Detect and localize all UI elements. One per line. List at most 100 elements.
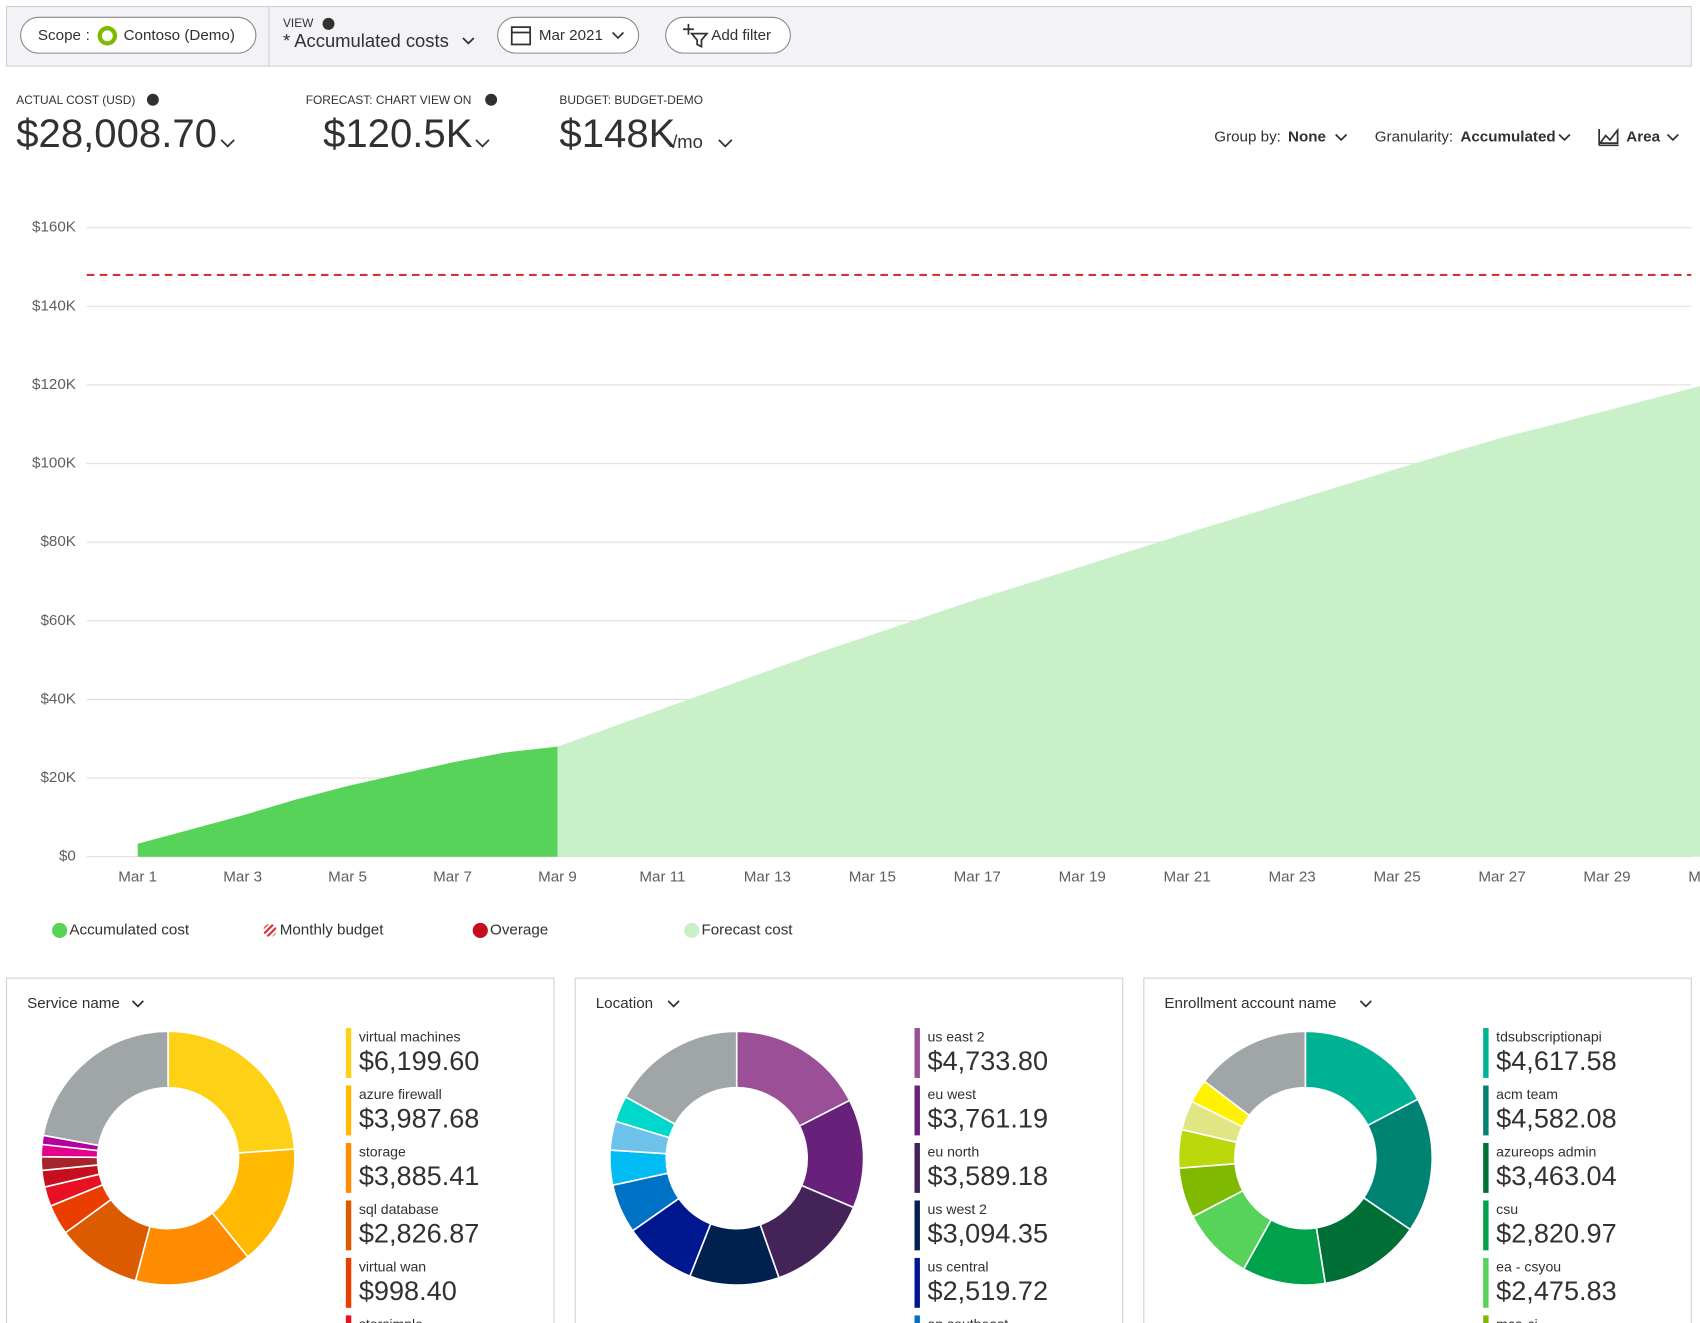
group-by-label: Group by: xyxy=(1214,129,1281,146)
item-value: $2,475.83 xyxy=(1496,1275,1617,1306)
legend-bar xyxy=(1483,1085,1489,1136)
group-by-value[interactable]: None xyxy=(1288,129,1326,146)
donut-slice xyxy=(42,1030,169,1147)
item-value: $3,589.18 xyxy=(928,1160,1049,1191)
item-name: azureops admin xyxy=(1496,1143,1596,1159)
x-tick-label: Mar 29 xyxy=(1583,868,1630,885)
chevron[interactable] xyxy=(1359,1000,1372,1008)
kpi-label: ACTUAL COST (USD) xyxy=(16,93,135,107)
legend-bar xyxy=(1483,1257,1489,1308)
item-name: eu west xyxy=(928,1086,977,1102)
legend-label: Monthly budget xyxy=(280,921,385,938)
item-value: $998.40 xyxy=(359,1275,457,1306)
item-value: $3,761.19 xyxy=(928,1102,1049,1133)
item-value: $2,519.72 xyxy=(928,1275,1049,1306)
chevron xyxy=(611,31,625,40)
item-name: ap southeast xyxy=(928,1316,1009,1323)
toolbar xyxy=(5,5,1692,67)
chart: $0 $20K $40K $60K $80K $100K $120K $140K $160K Ma… xyxy=(32,219,1700,939)
y-tick-label: $80K xyxy=(40,533,75,550)
item-name: acm team xyxy=(1496,1086,1558,1102)
scope-value: Contoso (Demo) xyxy=(124,27,235,44)
x-tick-label: Mar 11 xyxy=(639,868,685,885)
item-name: storsimple xyxy=(359,1316,423,1323)
legend-bar xyxy=(914,1142,920,1193)
donut-slice xyxy=(167,1030,296,1154)
scope-label: Scope xyxy=(38,27,81,44)
legend-bar xyxy=(914,1085,920,1136)
item-value: $2,820.97 xyxy=(1496,1217,1617,1248)
item-value: $2,826.87 xyxy=(359,1217,480,1248)
item-name: csu xyxy=(1496,1201,1518,1217)
x-tick-label: Mar 3 xyxy=(223,868,262,885)
chevron[interactable] xyxy=(475,139,490,148)
legend-swatch xyxy=(52,922,68,939)
granularity-value[interactable]: Accumulated xyxy=(1460,129,1555,146)
y-tick-label: $0 xyxy=(59,848,76,865)
legend-bar xyxy=(345,1315,352,1323)
item-name: tdsubscriptionapi xyxy=(1496,1029,1602,1045)
item-name: virtual wan xyxy=(359,1258,426,1274)
x-tick-label: Mar 9 xyxy=(538,868,577,885)
item-value: $6,199.60 xyxy=(359,1045,480,1076)
item-value: $3,094.35 xyxy=(928,1217,1049,1248)
chevron[interactable] xyxy=(667,1000,680,1008)
chevron xyxy=(1335,133,1348,142)
info-icon xyxy=(485,93,498,106)
y-tick-label: $140K xyxy=(32,297,76,314)
area xyxy=(557,386,1700,857)
x-tick-label: Mar 7 xyxy=(433,868,472,885)
y-tick-label: $40K xyxy=(40,690,75,707)
x-tick-label: Mar 27 xyxy=(1478,868,1525,885)
calendar-icon xyxy=(510,26,532,46)
scope-icon xyxy=(97,26,118,46)
y-tick-label: $60K xyxy=(40,612,75,629)
x-tick-label: Mar 25 xyxy=(1373,868,1420,885)
legend-bar xyxy=(345,1257,352,1308)
area-icon xyxy=(1598,127,1619,147)
legend-swatch xyxy=(684,922,700,939)
item-name: us west 2 xyxy=(928,1201,988,1217)
item-name: sql database xyxy=(359,1201,439,1217)
item-name: ea - csyou xyxy=(1496,1258,1561,1274)
chart-type[interactable]: Area xyxy=(1626,129,1660,146)
chevron xyxy=(1666,133,1679,142)
chevron[interactable] xyxy=(131,1000,144,1008)
view-value[interactable]: * Accumulated costs xyxy=(283,30,449,51)
legend-bar xyxy=(345,1142,352,1193)
legend-swatch xyxy=(472,922,488,939)
x-tick-label: Mar 19 xyxy=(1059,868,1106,885)
legend-bar xyxy=(1483,1200,1489,1251)
legend-bar xyxy=(1483,1028,1489,1078)
x-tick-label: Mar 1 xyxy=(118,868,157,885)
chevron[interactable] xyxy=(718,139,733,148)
info-icon xyxy=(322,17,335,30)
x-tick-label: Mar 5 xyxy=(328,868,367,885)
filter-icon xyxy=(683,23,709,49)
item-name: storage xyxy=(359,1143,406,1159)
kpi-value: $120.5K xyxy=(323,112,473,156)
legend-label: Overage xyxy=(490,921,548,938)
donut-slice xyxy=(1203,1030,1307,1117)
legend-bar xyxy=(914,1257,920,1308)
date-pill[interactable] xyxy=(497,16,640,54)
item-value: $3,463.04 xyxy=(1496,1160,1617,1191)
x-tick-label: Mar 17 xyxy=(954,868,1001,885)
chevron xyxy=(1558,133,1571,142)
date-value: Mar 2021 xyxy=(539,27,603,44)
item-value: $4,582.08 xyxy=(1496,1102,1617,1133)
legend-swatch xyxy=(263,923,277,937)
item-name: us east 2 xyxy=(928,1029,985,1045)
kpi-label: BUDGET: BUDGET-DEMO xyxy=(559,93,703,107)
scope-pill[interactable] xyxy=(20,16,257,54)
item-name: virtual machines xyxy=(359,1029,461,1045)
chevron[interactable] xyxy=(220,139,235,148)
y-tick-label: $160K xyxy=(32,219,76,236)
item-value: $3,885.41 xyxy=(359,1160,480,1191)
item-name: eu north xyxy=(928,1143,980,1159)
legend-bar xyxy=(1483,1315,1489,1323)
item-name: us central xyxy=(928,1258,989,1274)
legend-bar xyxy=(345,1028,352,1078)
